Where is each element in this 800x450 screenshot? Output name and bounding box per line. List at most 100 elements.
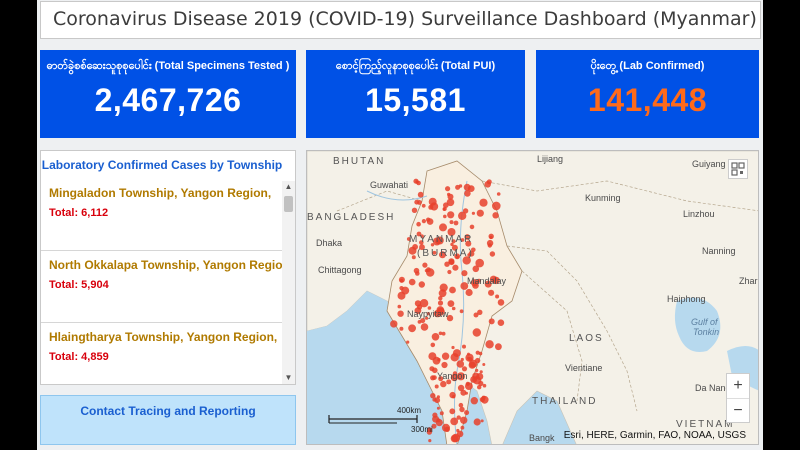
case-dot[interactable] — [438, 376, 444, 382]
case-dot[interactable] — [445, 186, 451, 192]
case-dot[interactable] — [460, 238, 465, 242]
case-dot[interactable] — [432, 397, 437, 402]
case-dot[interactable] — [497, 299, 505, 306]
case-dot[interactable] — [497, 319, 505, 326]
case-dot[interactable] — [439, 223, 447, 232]
case-dot[interactable] — [450, 242, 454, 247]
case-dot[interactable] — [428, 439, 432, 443]
case-dot[interactable] — [460, 357, 464, 362]
case-dot[interactable] — [485, 340, 494, 349]
case-dot[interactable] — [468, 361, 476, 369]
case-dot[interactable] — [479, 198, 488, 207]
case-dot[interactable] — [439, 411, 444, 416]
case-dot[interactable] — [439, 251, 446, 259]
case-dot[interactable] — [426, 312, 430, 316]
case-dot[interactable] — [455, 184, 461, 190]
case-dot[interactable] — [477, 385, 482, 390]
case-dot[interactable] — [416, 221, 421, 227]
case-dot[interactable] — [481, 395, 486, 400]
case-dot[interactable] — [447, 300, 455, 307]
contact-tracing-button[interactable]: Contact Tracing and Reporting — [40, 395, 296, 445]
case-dot[interactable] — [470, 397, 478, 405]
case-dot[interactable] — [448, 259, 455, 266]
case-dot[interactable] — [462, 256, 471, 265]
case-dot[interactable] — [451, 306, 456, 311]
case-dot[interactable] — [434, 384, 439, 389]
case-dot[interactable] — [492, 201, 501, 211]
case-dot[interactable] — [477, 278, 481, 283]
case-dot[interactable] — [430, 243, 435, 247]
case-dot[interactable] — [456, 428, 460, 433]
case-dot[interactable] — [488, 318, 495, 325]
case-dot[interactable] — [461, 366, 468, 372]
case-dot[interactable] — [482, 363, 486, 366]
case-dot[interactable] — [459, 309, 464, 314]
case-dot[interactable] — [496, 192, 501, 196]
stat-card-total-pui[interactable]: စောင့်ကြည့်လူနာစုစုပေါင်း (Total PUI) 15… — [306, 50, 525, 138]
case-dot[interactable] — [449, 408, 456, 415]
case-dot[interactable] — [446, 314, 454, 322]
case-dot[interactable] — [397, 304, 402, 309]
case-dot[interactable] — [398, 276, 405, 283]
case-dot[interactable] — [492, 212, 499, 219]
case-dot[interactable] — [433, 309, 442, 318]
case-dot[interactable] — [419, 244, 425, 251]
case-dot[interactable] — [417, 320, 422, 324]
case-dot[interactable] — [419, 240, 424, 245]
case-dot[interactable] — [411, 255, 416, 260]
case-dot[interactable] — [421, 203, 426, 208]
case-dot[interactable] — [472, 265, 480, 273]
case-dot[interactable] — [441, 331, 446, 336]
case-dot[interactable] — [416, 231, 422, 237]
case-dot[interactable] — [443, 214, 447, 219]
case-dot[interactable] — [431, 423, 437, 429]
case-dot[interactable] — [426, 218, 434, 225]
case-dot[interactable] — [495, 343, 502, 351]
case-dot[interactable] — [477, 309, 483, 315]
case-dot[interactable] — [399, 326, 404, 331]
case-dot[interactable] — [482, 383, 487, 388]
case-dot[interactable] — [426, 429, 433, 435]
case-dot[interactable] — [438, 296, 443, 301]
case-dot[interactable] — [473, 418, 481, 426]
case-dot[interactable] — [428, 204, 434, 210]
case-dot[interactable] — [476, 373, 484, 380]
case-dot[interactable] — [451, 244, 458, 251]
case-dot[interactable] — [474, 357, 481, 364]
case-dot[interactable] — [462, 344, 466, 349]
case-dot[interactable] — [451, 345, 455, 350]
case-dot[interactable] — [432, 250, 437, 255]
case-dot[interactable] — [450, 417, 459, 426]
case-dot[interactable] — [414, 199, 420, 205]
case-dot[interactable] — [478, 380, 484, 387]
case-dot[interactable] — [435, 239, 441, 245]
case-dot[interactable] — [420, 234, 424, 238]
case-dot[interactable] — [430, 393, 436, 399]
case-dot[interactable] — [465, 288, 473, 297]
case-dot[interactable] — [426, 267, 431, 273]
case-dot[interactable] — [467, 185, 475, 192]
case-dot[interactable] — [464, 234, 471, 240]
case-dot[interactable] — [406, 237, 411, 241]
case-dot[interactable] — [413, 267, 420, 274]
case-dot[interactable] — [465, 382, 473, 390]
case-dot[interactable] — [447, 193, 454, 200]
case-dot[interactable] — [446, 198, 455, 207]
case-dot[interactable] — [441, 361, 448, 369]
case-dot[interactable] — [420, 323, 429, 331]
case-dot[interactable] — [450, 353, 459, 362]
case-dot[interactable] — [452, 371, 458, 376]
case-dot[interactable] — [460, 282, 469, 290]
zoom-in-button[interactable]: + — [727, 374, 749, 399]
map-view[interactable]: BHUTAN Lijiang Guiyang Guwahati Kunming … — [306, 150, 759, 445]
case-dot[interactable] — [438, 331, 443, 336]
case-dot[interactable] — [432, 415, 440, 423]
case-dot[interactable] — [422, 262, 428, 268]
case-dot[interactable] — [489, 251, 496, 257]
case-dot[interactable] — [449, 391, 456, 399]
case-dot[interactable] — [436, 406, 440, 410]
case-dot[interactable] — [473, 312, 479, 318]
case-dot[interactable] — [446, 379, 452, 385]
case-dot[interactable] — [458, 402, 464, 408]
case-dot[interactable] — [406, 340, 410, 344]
